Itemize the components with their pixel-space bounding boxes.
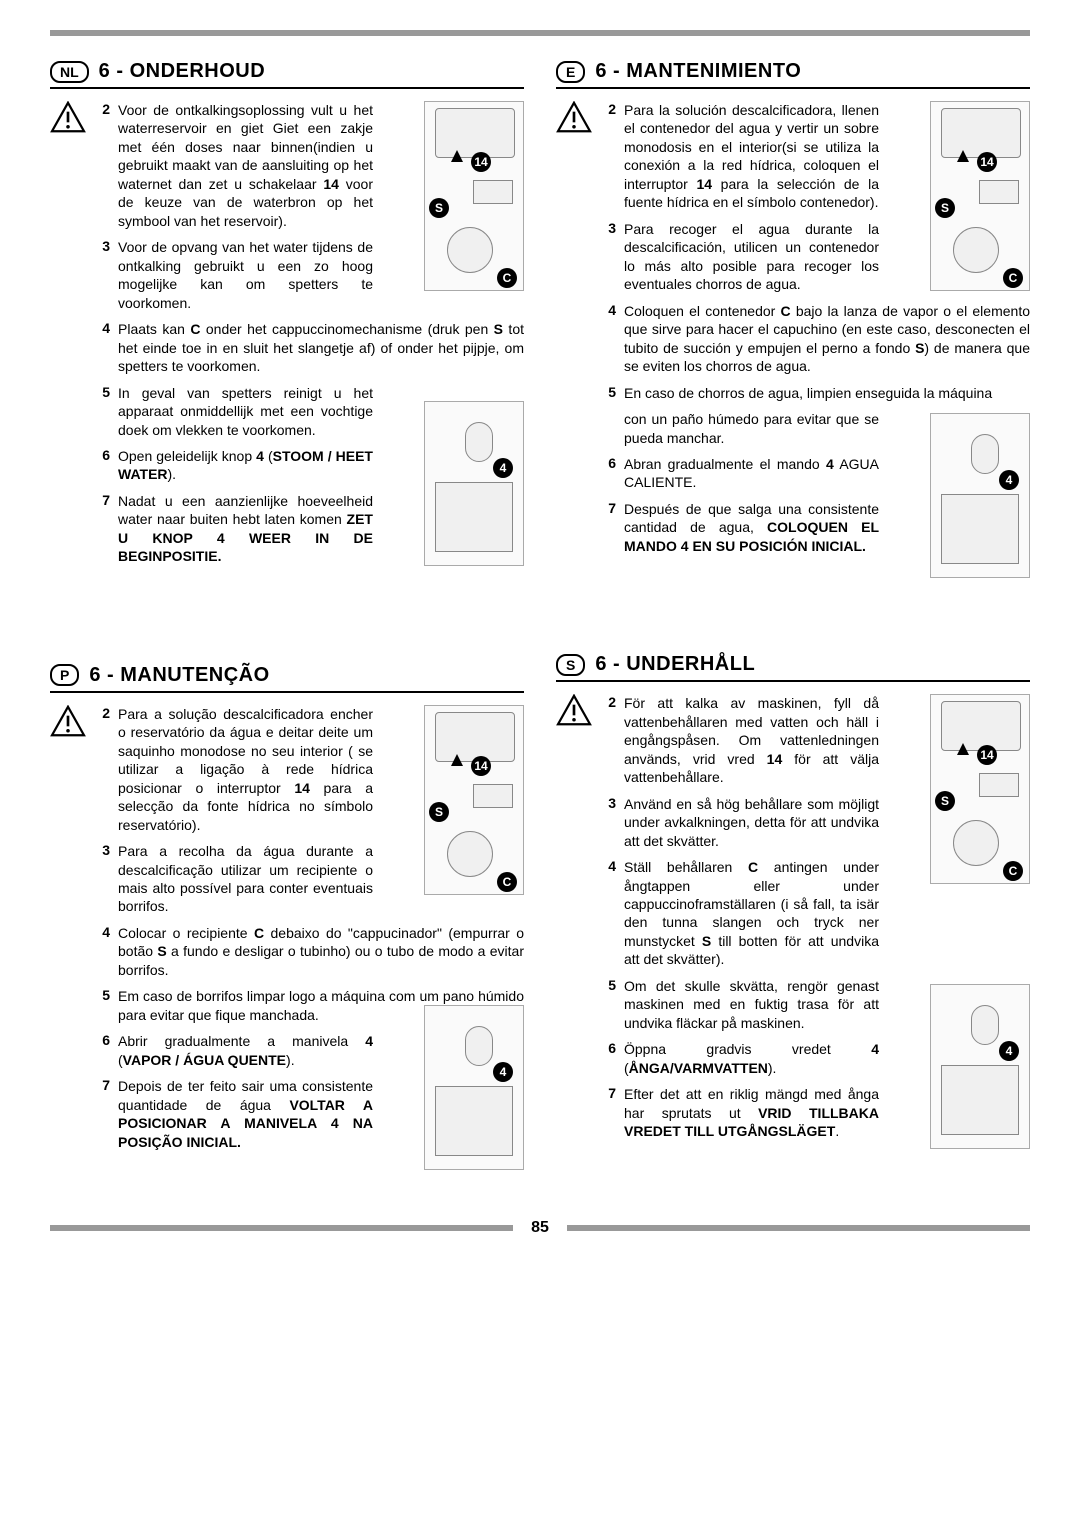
- list-item: 5 En caso de chorros de agua, limpien ens…: [556, 384, 1030, 402]
- item-number: 3: [96, 842, 110, 858]
- warning-icon-wrap: [50, 705, 86, 742]
- item-number: 5: [96, 384, 110, 400]
- warning-icon: [50, 705, 86, 737]
- item-text: Para recoger el agua durante la descalci…: [624, 220, 879, 294]
- item-text: Om det skulle skvätta, rengör genast mas…: [624, 977, 879, 1032]
- item-text: In geval van spetters reinigt u het appa…: [118, 384, 373, 439]
- content-s: 14 S C 4 2 För att kalka av maskinen, fyl…: [556, 694, 1030, 1140]
- footer-rule-left: [50, 1225, 513, 1231]
- content-nl: 14 S C 4 2 Voor de ontkalkingsoplossing v…: [50, 101, 524, 566]
- item-text: Voor de ontkalkingsoplossing vult u het …: [118, 101, 373, 230]
- left-column: NL 6 - ONDERHOUD 14 S C 4 2 Voor de ontka…: [50, 60, 524, 1159]
- item-number: 3: [602, 220, 616, 236]
- item-number: 6: [96, 1032, 110, 1048]
- item-text: Open geleidelijk knop 4 (STOOM / HEET WA…: [118, 447, 373, 484]
- list-item: 4 Plaats kan C onder het cappuccinomechan…: [50, 320, 524, 375]
- item-text: Plaats kan C onder het cappuccinomechani…: [118, 320, 524, 375]
- item-text: Ställ behållaren C antingen under ångtap…: [624, 858, 879, 969]
- warning-icon-wrap: [556, 101, 592, 138]
- callout-c: C: [497, 268, 517, 288]
- item-text: Abrir gradualmente a manivela 4 (VAPOR /…: [118, 1032, 373, 1069]
- figure-hand-knob: 4: [930, 413, 1030, 578]
- page-columns: NL 6 - ONDERHOUD 14 S C 4 2 Voor de ontka…: [50, 60, 1030, 1159]
- warning-icon-wrap: [556, 694, 592, 731]
- item-number: 6: [96, 447, 110, 463]
- warning-icon: [556, 101, 592, 133]
- item-number: 7: [96, 1077, 110, 1093]
- content-p: 14 S C 4 2 Para a solução descalcificador…: [50, 705, 524, 1151]
- item-number: 2: [96, 101, 110, 117]
- figure-hand-knob: 4: [424, 401, 524, 566]
- item-text: För att kalka av maskinen, fyll då vatte…: [624, 694, 879, 786]
- top-rule: [50, 30, 1030, 36]
- item-text: con un paño húmedo para evitar que se pu…: [624, 410, 879, 447]
- item-number: 4: [96, 320, 110, 336]
- item-number: 4: [602, 302, 616, 318]
- lang-badge-p: P: [50, 664, 79, 686]
- lang-badge-nl: NL: [50, 61, 89, 83]
- item-text: Después de que salga una consistente can…: [624, 500, 879, 555]
- list-item: 4 Colocar o recipiente C debaixo do "capp…: [50, 924, 524, 979]
- item-text: Abran gradualmente el mando 4 AGUA CALIE…: [624, 455, 879, 492]
- item-number: 4: [602, 858, 616, 874]
- section-heading-e: E 6 - MANTENIMIENTO: [556, 60, 1030, 89]
- figure-machine: 14 S C: [424, 101, 524, 291]
- item-number: 2: [96, 705, 110, 721]
- item-text: Använd en så hög behållare som möjligt u…: [624, 795, 879, 850]
- footer-rule-right: [567, 1225, 1030, 1231]
- item-number: 3: [96, 238, 110, 254]
- lang-badge-e: E: [556, 61, 585, 83]
- right-column: E 6 - MANTENIMIENTO 14 S C 4 2 Para la so…: [556, 60, 1030, 1159]
- item-text: Depois de ter feito sair uma consistente…: [118, 1077, 373, 1151]
- footer: 85: [50, 1219, 1030, 1237]
- callout-4: 4: [493, 458, 513, 478]
- section-title-e: 6 - MANTENIMIENTO: [595, 60, 801, 83]
- list-item: 4 Coloquen el contenedor C bajo la lanza …: [556, 302, 1030, 376]
- item-number: 2: [602, 694, 616, 710]
- item-number: 5: [602, 977, 616, 993]
- item-number: 6: [602, 1040, 616, 1056]
- figure-hand-knob: 4: [930, 984, 1030, 1149]
- warning-icon: [556, 694, 592, 726]
- item-number: 6: [602, 455, 616, 471]
- figure-machine: 14 S C: [930, 101, 1030, 291]
- item-number: 7: [96, 492, 110, 508]
- section-title-nl: 6 - ONDERHOUD: [99, 60, 266, 83]
- figure-machine: 14 S C: [424, 705, 524, 895]
- item-text: Nadat u een aanzienlijke hoeveelheid wat…: [118, 492, 373, 566]
- warning-icon-wrap: [50, 101, 86, 138]
- section-heading-p: P 6 - MANUTENÇÃO: [50, 664, 524, 693]
- warning-icon: [50, 101, 86, 133]
- item-text: En caso de chorros de agua, limpien ense…: [624, 384, 1030, 402]
- item-number: 2: [602, 101, 616, 117]
- item-text: Öppna gradvis vredet 4 (ÅNGA/VARMVATTEN)…: [624, 1040, 879, 1077]
- item-text: Efter det att en riklig mängd med ånga h…: [624, 1085, 879, 1140]
- item-text: Para a recolha da água durante a descalc…: [118, 842, 373, 916]
- callout-14: 14: [471, 152, 491, 172]
- item-text: Para la solución descalcificadora, llene…: [624, 101, 879, 212]
- item-number: 4: [96, 924, 110, 940]
- page-number: 85: [513, 1219, 567, 1237]
- section-heading-nl: NL 6 - ONDERHOUD: [50, 60, 524, 89]
- item-number: 3: [602, 795, 616, 811]
- item-number: 7: [602, 1085, 616, 1101]
- figure-hand-knob: 4: [424, 1005, 524, 1170]
- item-number: 5: [96, 987, 110, 1003]
- item-text: Voor de opvang van het water tijdens de …: [118, 238, 373, 312]
- callout-s: S: [429, 198, 449, 218]
- item-text: Para a solução descalcificadora encher o…: [118, 705, 373, 834]
- section-title-s: 6 - UNDERHÅLL: [595, 653, 755, 676]
- item-text: Colocar o recipiente C debaixo do "cappu…: [118, 924, 524, 979]
- lang-badge-s: S: [556, 654, 585, 676]
- section-title-p: 6 - MANUTENÇÃO: [89, 664, 269, 687]
- section-heading-s: S 6 - UNDERHÅLL: [556, 653, 1030, 682]
- item-text: Coloquen el contenedor C bajo la lanza d…: [624, 302, 1030, 376]
- item-number: 5: [602, 384, 616, 400]
- item-number: 7: [602, 500, 616, 516]
- content-e: 14 S C 4 2 Para la solución descalcificad…: [556, 101, 1030, 555]
- figure-machine: 14 S C: [930, 694, 1030, 884]
